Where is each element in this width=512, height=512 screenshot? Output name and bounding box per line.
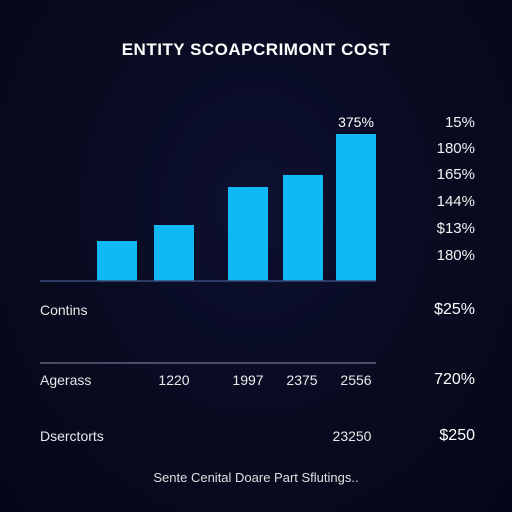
footer-note: Sente Cenital Doare Part Sflutings.. — [153, 470, 359, 485]
row-label-contins: Contins — [40, 302, 88, 318]
bar-5 — [336, 134, 376, 281]
bar-1 — [97, 241, 137, 281]
bar-data-label: 375% — [338, 114, 374, 130]
row-value-agerass-3: 2375 — [286, 372, 318, 388]
right-label-2: 180% — [436, 140, 475, 157]
bar-3 — [228, 187, 268, 281]
bars-group — [97, 134, 376, 281]
right-label-1: 15% — [444, 114, 475, 131]
row-value-dserctorts-1: 23250 — [332, 428, 372, 444]
row-label-agerass: Agerass — [40, 372, 92, 388]
row-right-contins: $25% — [434, 301, 475, 318]
row-value-agerass-4: 2556 — [340, 372, 372, 388]
right-label-4: 144% — [436, 193, 475, 210]
row-right-agerass: 720% — [434, 371, 475, 388]
right-label-6: 180% — [436, 247, 475, 264]
right-label-5: $13% — [436, 220, 475, 237]
row-right-dserctorts: $250 — [439, 427, 475, 444]
row-value-agerass-2: 1997 — [232, 372, 264, 388]
row-label-dserctorts: Dserctorts — [40, 428, 104, 444]
chart-title: ENTITY SCOAPCRIMONT COST — [121, 40, 391, 59]
row-value-agerass-1: 1220 — [158, 372, 190, 388]
bar-2 — [154, 225, 194, 281]
right-label-3: 165% — [436, 166, 475, 183]
bar-4 — [283, 175, 323, 281]
